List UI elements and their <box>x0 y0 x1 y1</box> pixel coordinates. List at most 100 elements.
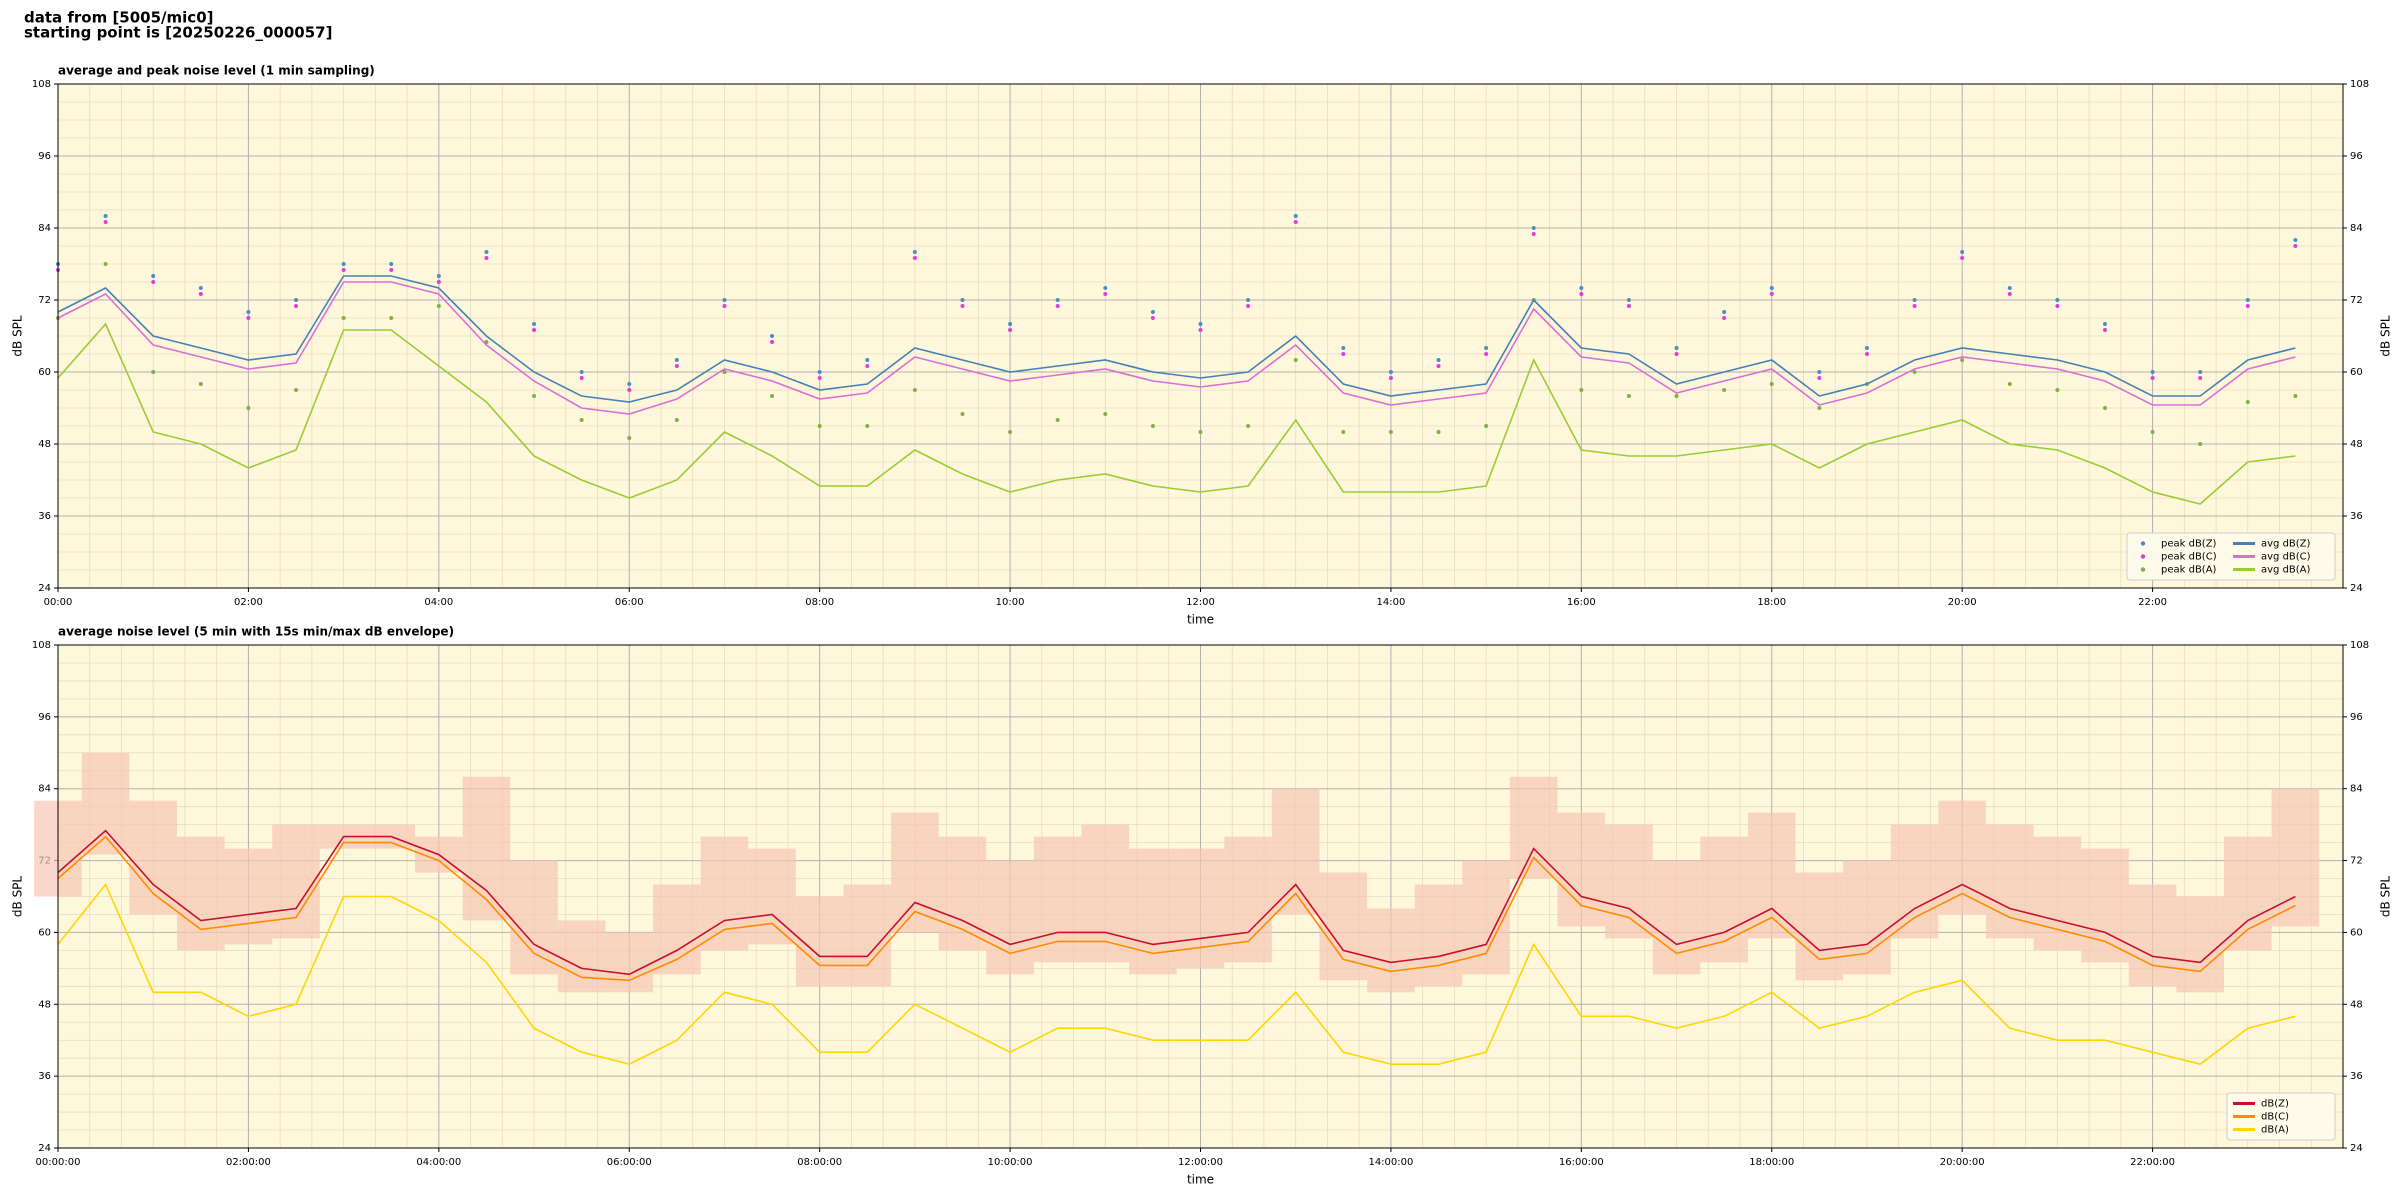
y-tick-label: 96 <box>2350 712 2363 723</box>
scatter-point <box>674 364 679 368</box>
envelope-band <box>2128 884 2177 987</box>
x-tick-label: 14:00 <box>1377 597 1406 608</box>
header-line: data from [5005/mic0] <box>24 9 214 27</box>
envelope-band <box>1081 824 1130 963</box>
scatter-point <box>2102 406 2107 410</box>
y-tick-label: 24 <box>2350 1143 2363 1154</box>
x-tick-label: 08:00 <box>805 597 834 608</box>
envelope-band <box>1652 860 1701 975</box>
scatter-point <box>865 364 870 368</box>
scatter-point <box>865 424 870 428</box>
line-series <box>57 835 2296 982</box>
envelope-band <box>2223 836 2272 951</box>
scatter-point <box>1246 298 1251 302</box>
envelope-band <box>1319 872 1368 981</box>
x-tick-label: 02:00:00 <box>226 1157 271 1168</box>
y-tick-label: 48 <box>38 439 51 450</box>
x-axis-label: time <box>1187 613 1214 627</box>
scatter-point <box>151 280 156 284</box>
scatter-point <box>912 256 917 260</box>
scatter-point <box>1912 370 1917 374</box>
scatter-point <box>103 262 108 266</box>
plot-frame <box>57 83 2344 589</box>
scatter-point <box>1008 322 1013 326</box>
scatter-point <box>1960 256 1965 260</box>
x-tick-label: 12:00:00 <box>1178 1157 1223 1168</box>
legend-label: peak dB(A) <box>2161 565 2217 576</box>
x-axis-label: time <box>1187 1173 1214 1187</box>
scatter-point <box>2007 286 2012 290</box>
scatter-point <box>1674 346 1679 350</box>
scatter-point <box>627 388 632 392</box>
y-tick-label: 36 <box>2350 1071 2363 1082</box>
scatter-point <box>2102 328 2107 332</box>
scatter-point <box>674 358 679 362</box>
envelope-band <box>1557 812 1606 927</box>
y-tick-label: 48 <box>2350 999 2363 1010</box>
scatter-point <box>103 220 108 224</box>
scatter-point <box>246 310 251 314</box>
x-tick-label: 18:00:00 <box>1749 1157 1794 1168</box>
scatter-point <box>865 358 870 362</box>
envelope-band <box>2271 788 2320 927</box>
x-tick-label: 20:00:00 <box>1940 1157 1985 1168</box>
scatter-point <box>1484 352 1489 356</box>
scatter-point <box>1722 316 1727 320</box>
scatter-point <box>1246 424 1251 428</box>
scatter-point <box>1769 292 1774 296</box>
x-tick-label: 14:00:00 <box>1368 1157 1413 1168</box>
scatter-point <box>1626 298 1631 302</box>
scatter-point <box>1912 304 1917 308</box>
scatter-point <box>1817 376 1822 380</box>
line-series <box>57 275 2296 403</box>
scatter-point <box>1103 292 1108 296</box>
scatter-point <box>389 316 394 320</box>
scatter-point <box>579 370 584 374</box>
x-tick-label: 10:00:00 <box>988 1157 1033 1168</box>
envelope-band <box>462 776 511 921</box>
envelope-band <box>1271 788 1320 915</box>
scatter-point <box>579 376 584 380</box>
scatter-point <box>1864 352 1869 356</box>
x-tick-label: 22:00 <box>2138 597 2167 608</box>
scatter-point <box>2150 376 2155 380</box>
scatter-point <box>1579 292 1584 296</box>
scatter-point <box>1055 418 1060 422</box>
envelope-band <box>1985 824 2034 939</box>
envelope-band <box>1033 836 1082 963</box>
scatter-point <box>294 388 299 392</box>
scatter-point <box>1198 430 1203 434</box>
scatter-point <box>1055 298 1060 302</box>
envelope-band <box>1795 872 1844 981</box>
scatter-point <box>484 250 489 254</box>
x-tick-label: 02:00 <box>234 597 263 608</box>
scatter-point <box>1008 328 1013 332</box>
scatter-point <box>1388 370 1393 374</box>
line-series <box>57 829 2296 976</box>
scatter-point <box>246 316 251 320</box>
scatter-point <box>1436 358 1441 362</box>
legend-label: peak dB(Z) <box>2161 539 2217 550</box>
scatter-point <box>627 382 632 386</box>
scatter-point <box>198 286 203 290</box>
y-tick-label: 108 <box>2350 640 2369 651</box>
x-tick-label: 00:00 <box>44 597 73 608</box>
y-tick-label: 108 <box>2350 79 2369 90</box>
y-tick-label: 108 <box>32 79 51 90</box>
y-tick-label: 72 <box>2350 295 2363 306</box>
envelope-band <box>1462 860 1510 975</box>
scatter-point <box>1579 388 1584 392</box>
scatter-point <box>1484 346 1489 350</box>
legend-marker <box>2140 567 2146 572</box>
scatter-point <box>1150 310 1155 314</box>
envelope-band <box>1367 908 1415 993</box>
line-series <box>57 281 2296 415</box>
envelope-band <box>1414 884 1463 987</box>
scatter-point <box>2150 430 2155 434</box>
scatter-point <box>1198 322 1203 326</box>
scatter-point <box>2198 370 2203 374</box>
envelope-band <box>1605 824 1653 939</box>
scatter-point <box>2245 304 2250 308</box>
scatter-point <box>1817 406 1822 410</box>
envelope-band <box>1129 848 1177 975</box>
